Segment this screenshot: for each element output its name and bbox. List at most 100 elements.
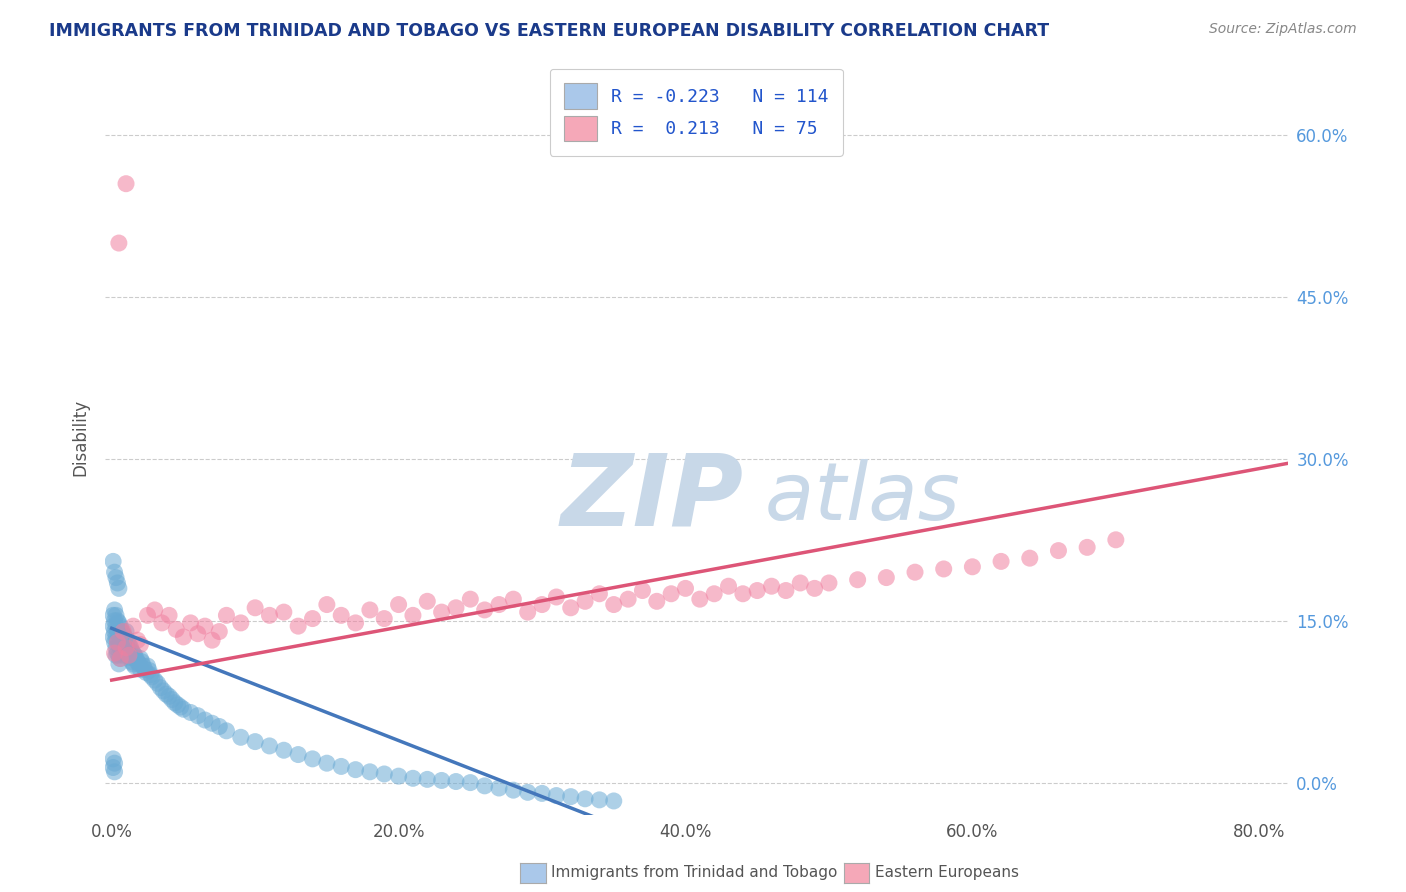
Point: [344, 615, 367, 630]
Point: [124, 659, 146, 673]
Point: [560, 789, 582, 804]
Point: [402, 608, 425, 623]
Point: [129, 638, 152, 652]
Point: [689, 592, 711, 607]
Point: [180, 706, 202, 720]
Point: [588, 793, 610, 807]
Point: [120, 640, 142, 654]
Point: [187, 708, 209, 723]
Point: [103, 646, 125, 660]
Point: [359, 764, 381, 779]
Point: [460, 775, 482, 789]
Point: [180, 615, 202, 630]
Point: [560, 600, 582, 615]
Point: [775, 583, 797, 598]
Point: [146, 676, 169, 690]
Point: [243, 600, 266, 615]
Point: [546, 789, 568, 803]
Point: [201, 716, 224, 731]
Point: [703, 587, 725, 601]
Point: [108, 648, 131, 663]
Point: [531, 598, 554, 612]
Point: [603, 794, 626, 808]
Point: [846, 573, 869, 587]
Point: [373, 611, 395, 625]
Point: [229, 615, 252, 630]
Point: [215, 723, 238, 738]
Point: [194, 713, 217, 727]
Point: [121, 655, 143, 669]
Point: [315, 598, 337, 612]
Point: [502, 783, 524, 797]
Point: [747, 583, 769, 598]
Point: [516, 785, 538, 799]
Point: [259, 739, 281, 753]
Point: [430, 605, 453, 619]
Point: [645, 594, 668, 608]
Point: [273, 743, 295, 757]
Point: [135, 665, 157, 680]
Point: [110, 619, 132, 633]
Point: [243, 734, 266, 748]
Point: [259, 608, 281, 623]
Point: [444, 600, 467, 615]
Point: [101, 619, 124, 633]
Point: [287, 747, 309, 762]
Point: [110, 651, 132, 665]
Point: [904, 565, 927, 579]
Point: [803, 582, 825, 596]
Point: [110, 651, 132, 665]
Point: [108, 657, 131, 671]
Point: [104, 619, 127, 633]
Point: [101, 760, 124, 774]
Point: [138, 664, 160, 678]
Point: [157, 690, 180, 704]
Point: [111, 635, 134, 649]
Point: [588, 587, 610, 601]
Point: [187, 626, 209, 640]
Point: [194, 619, 217, 633]
Point: [110, 630, 132, 644]
Point: [330, 759, 353, 773]
Point: [402, 772, 425, 786]
Point: [111, 646, 134, 660]
Point: [114, 640, 136, 655]
Point: [631, 583, 654, 598]
Point: [717, 579, 740, 593]
Point: [108, 626, 131, 640]
Point: [208, 719, 231, 733]
Point: [143, 673, 166, 687]
Point: [932, 562, 955, 576]
Point: [416, 772, 439, 787]
Point: [444, 774, 467, 789]
Point: [108, 638, 131, 652]
Point: [143, 603, 166, 617]
Point: [659, 587, 682, 601]
Point: [875, 571, 897, 585]
Point: [129, 651, 152, 665]
Point: [120, 650, 142, 665]
Point: [201, 633, 224, 648]
Point: [115, 624, 138, 639]
Point: [208, 624, 231, 639]
Point: [315, 756, 337, 771]
Point: [460, 592, 482, 607]
Point: [122, 619, 145, 633]
Point: [107, 624, 129, 639]
Point: [617, 592, 640, 607]
Point: [990, 554, 1012, 568]
Point: [117, 633, 139, 648]
Point: [818, 576, 841, 591]
Point: [103, 624, 125, 639]
Point: [416, 594, 439, 608]
Point: [574, 594, 596, 608]
Text: Source: ZipAtlas.com: Source: ZipAtlas.com: [1209, 22, 1357, 37]
Point: [531, 786, 554, 800]
Point: [1105, 533, 1128, 547]
Point: [387, 598, 409, 612]
Point: [127, 633, 149, 648]
Point: [108, 615, 131, 630]
Point: [112, 626, 135, 640]
Point: [118, 638, 141, 652]
Point: [301, 611, 323, 625]
